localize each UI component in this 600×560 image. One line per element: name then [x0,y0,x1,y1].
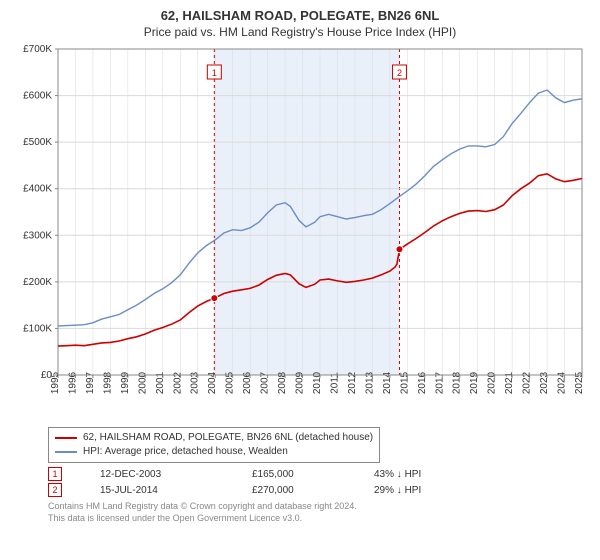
footer-line-2: This data is licensed under the Open Gov… [48,513,588,525]
sale-marker: 2 [48,483,62,497]
sale-price: £165,000 [252,467,342,483]
sale-row: 2 15-JUL-2014 £270,000 29% ↓ HPI [48,483,588,499]
legend: 62, HAILSHAM ROAD, POLEGATE, BN26 6NL (d… [48,427,380,463]
legend-item: HPI: Average price, detached house, Weal… [55,445,373,459]
footer-line-1: Contains HM Land Registry data © Crown c… [48,501,588,513]
sale-hpi-diff: 29% ↓ HPI [374,483,464,499]
svg-text:£200K: £200K [23,277,52,288]
svg-text:£700K: £700K [23,44,52,55]
legend-item: 62, HAILSHAM ROAD, POLEGATE, BN26 6NL (d… [55,431,373,445]
sale-price: £270,000 [252,483,342,499]
legend-label: HPI: Average price, detached house, Weal… [83,445,288,459]
sale-row: 1 12-DEC-2003 £165,000 43% ↓ HPI [48,467,588,483]
svg-text:£100K: £100K [23,323,52,334]
svg-text:£500K: £500K [23,137,52,148]
svg-text:2: 2 [397,68,402,78]
legend-swatch [55,437,77,439]
chart-svg: £0£100K£200K£300K£400K£500K£600K£700K199… [12,43,588,423]
sale-date: 15-JUL-2014 [100,483,220,499]
footer-attribution: Contains HM Land Registry data © Crown c… [48,501,588,524]
page-title: 62, HAILSHAM ROAD, POLEGATE, BN26 6NL [12,8,588,25]
sale-date: 12-DEC-2003 [100,467,220,483]
svg-text:£600K: £600K [23,90,52,101]
svg-text:£300K: £300K [23,230,52,241]
legend-label: 62, HAILSHAM ROAD, POLEGATE, BN26 6NL (d… [83,431,373,445]
page-subtitle: Price paid vs. HM Land Registry's House … [12,25,588,39]
sales-table: 1 12-DEC-2003 £165,000 43% ↓ HPI 2 15-JUL-201… [48,467,588,499]
svg-text:£400K: £400K [23,184,52,195]
price-chart: £0£100K£200K£300K£400K£500K£600K£700K199… [12,43,588,423]
legend-swatch [55,451,77,453]
sale-hpi-diff: 43% ↓ HPI [374,467,464,483]
sale-marker: 1 [48,467,62,481]
svg-text:1: 1 [212,68,217,78]
